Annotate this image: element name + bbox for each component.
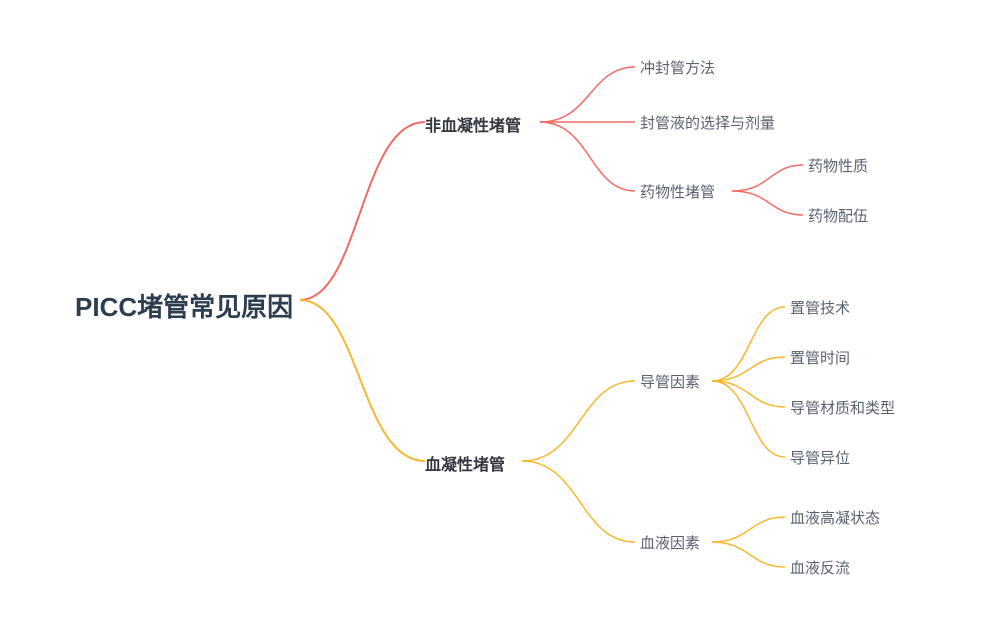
node-catheter-material: 导管材质和类型 [790,397,895,418]
node-hypercoag: 血液高凝状态 [790,507,880,528]
node-blood-reflux: 血液反流 [790,557,850,578]
node-drug-property: 药物性质 [808,155,868,176]
node-drug-block: 药物性堵管 [640,181,715,202]
node-drug-compat: 药物配伍 [808,205,868,226]
node-catheter-factor: 导管因素 [640,371,700,392]
root-node: PICC堵管常见原因 [75,287,293,324]
branch-thrombotic: 血凝性堵管 [425,451,505,475]
node-sealant-choice: 封管液的选择与剂量 [640,112,775,133]
node-insert-technique: 置管技术 [790,297,850,318]
node-flush-method: 冲封管方法 [640,57,715,78]
branch-non-thrombotic: 非血凝性堵管 [425,112,521,136]
node-insert-time: 置管时间 [790,347,850,368]
node-blood-factor: 血液因素 [640,532,700,553]
node-catheter-displacement: 导管异位 [790,447,850,468]
